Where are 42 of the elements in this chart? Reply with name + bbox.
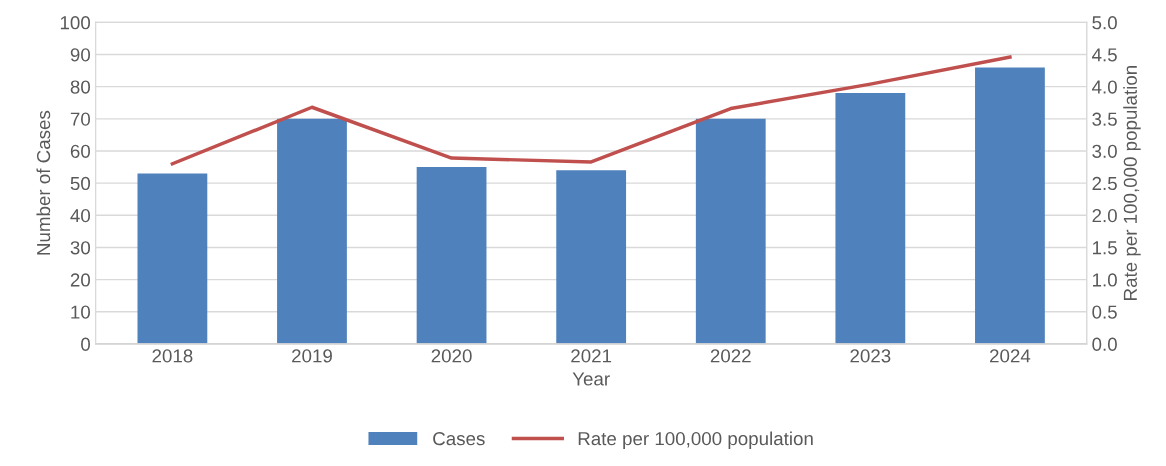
y2-tick-label: 5.0 — [1092, 16, 1117, 30]
y-tick-label: 20 — [70, 273, 91, 287]
y2-tick-label: 2.5 — [1092, 176, 1117, 191]
x-tick-label: 2024 — [990, 349, 1031, 363]
y2-axis-title: Rate per 100,000 population — [1123, 66, 1141, 300]
x-axis-title: Year — [572, 372, 610, 386]
bar — [277, 118, 347, 344]
y-tick-label: 90 — [70, 48, 91, 62]
y-tick-label: 70 — [70, 112, 91, 126]
x-tick-label: 2023 — [850, 349, 891, 363]
y2-tick-label: 4.5 — [1092, 48, 1117, 62]
x-tick-label: 2018 — [152, 349, 193, 363]
y-tick-label: 10 — [71, 305, 91, 319]
legend-label: Cases — [433, 432, 485, 446]
legend-label: Rate per 100,000 population — [578, 431, 813, 449]
y2-tick-label: 4.0 — [1092, 80, 1117, 94]
y2-tick-label: 3.0 — [1092, 144, 1117, 158]
y-tick-label: 30 — [70, 241, 91, 255]
line-series — [170, 55, 1012, 166]
x-tick-label: 2021 — [571, 349, 612, 363]
y2-tick-label: 1.5 — [1093, 241, 1117, 255]
y-tick-label: 80 — [70, 80, 91, 94]
x-tick-label: 2022 — [710, 349, 751, 363]
x-tick-label: 2020 — [431, 349, 472, 363]
y-axis-title: Number of Cases — [36, 110, 51, 255]
y2-tick-label: 0.5 — [1092, 305, 1117, 319]
bar — [835, 93, 906, 344]
bar — [975, 67, 1045, 344]
y-tick-label: 40 — [70, 208, 91, 223]
bar — [695, 118, 766, 344]
y-tick-label: 60 — [70, 144, 91, 158]
y-tick-label: 50 — [70, 176, 91, 191]
x-tick-label: 2019 — [292, 349, 332, 363]
y2-tick-label: 1.0 — [1093, 273, 1117, 287]
bar — [416, 167, 487, 344]
y2-tick-label: 0.0 — [1092, 337, 1117, 351]
bar — [556, 170, 627, 344]
bar — [137, 173, 208, 344]
y-tick-label: 0 — [81, 337, 91, 351]
y-tick-label: 100 — [60, 16, 91, 30]
y2-tick-label: 2.0 — [1092, 208, 1117, 223]
y2-tick-label: 3.5 — [1092, 112, 1117, 126]
